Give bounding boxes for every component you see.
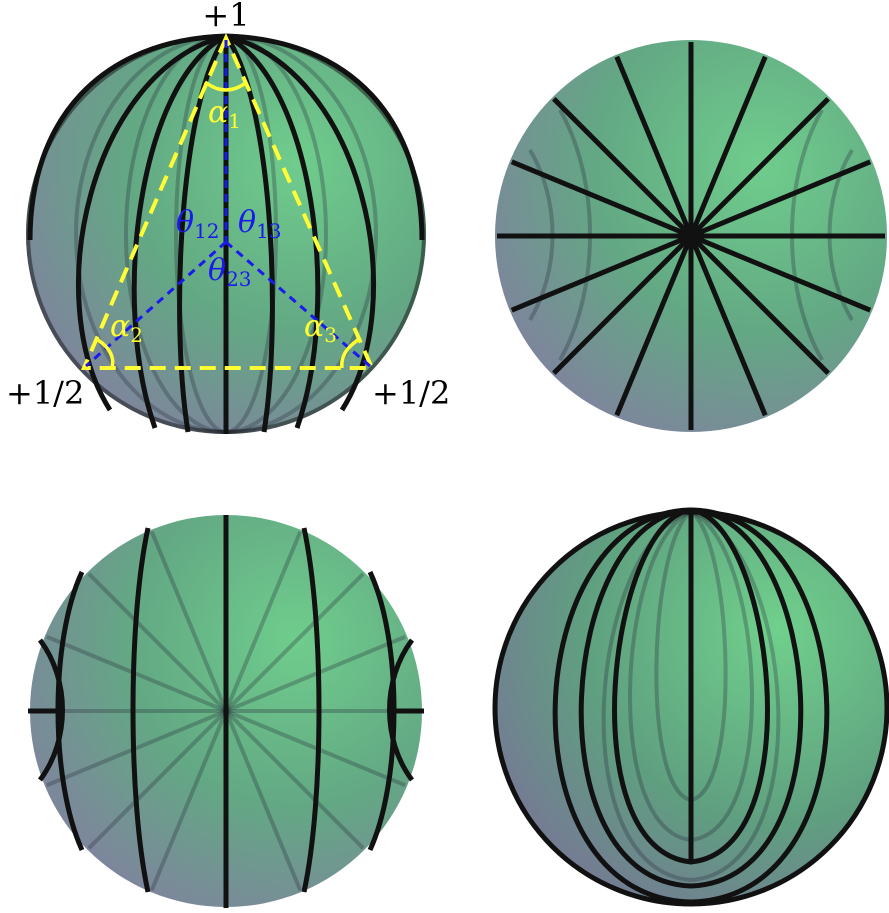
spherical-triangle (80, 32, 376, 370)
front-hyperbolas-3 (28, 515, 424, 908)
pole-point-2 (681, 226, 701, 246)
label-top: +1 (202, 0, 249, 34)
label-alpha3: α3 (304, 309, 337, 347)
angle-arcs (96, 80, 359, 369)
dihedral-lines (85, 40, 371, 368)
label-theta13: θ13 (238, 205, 282, 243)
label-alpha2: α2 (110, 309, 143, 347)
panel-bottom-left (28, 515, 424, 908)
label-bottom-right: +1/2 (372, 374, 450, 412)
label-theta23: θ23 (208, 253, 252, 291)
label-bottom-left: +1/2 (6, 374, 84, 412)
label-alpha1: α1 (208, 95, 241, 133)
panel-top-left: +1 +1/2 +1/2 α1 α2 α3 θ12 θ13 θ23 (6, 0, 450, 434)
sphere-4-outline (492, 509, 889, 907)
label-theta12: θ12 (176, 205, 220, 243)
panel-top-right (495, 40, 887, 432)
panel-bottom-right (492, 507, 889, 907)
